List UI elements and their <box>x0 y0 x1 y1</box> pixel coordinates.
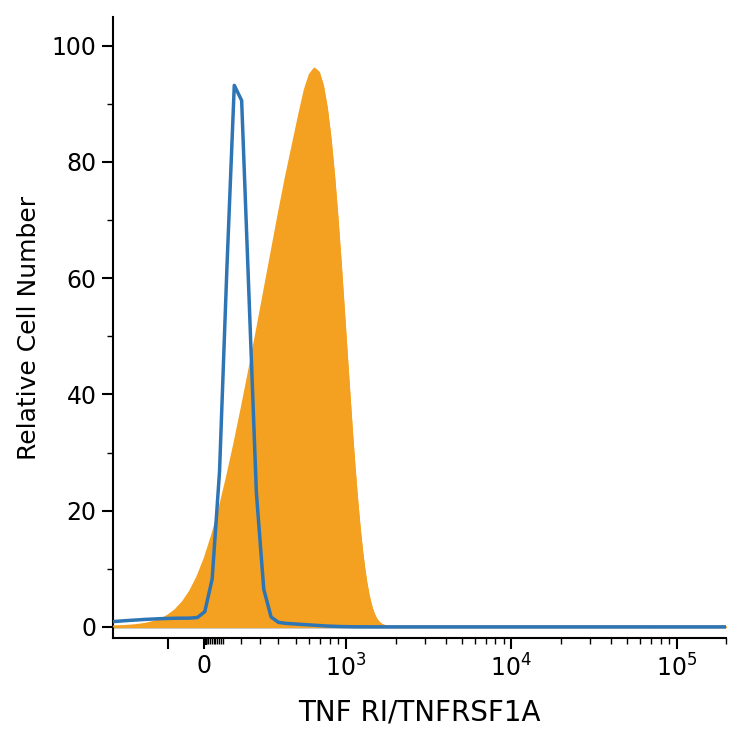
X-axis label: TNF RI/TNFRSF1A: TNF RI/TNFRSF1A <box>298 698 541 727</box>
Y-axis label: Relative Cell Number: Relative Cell Number <box>16 195 41 460</box>
